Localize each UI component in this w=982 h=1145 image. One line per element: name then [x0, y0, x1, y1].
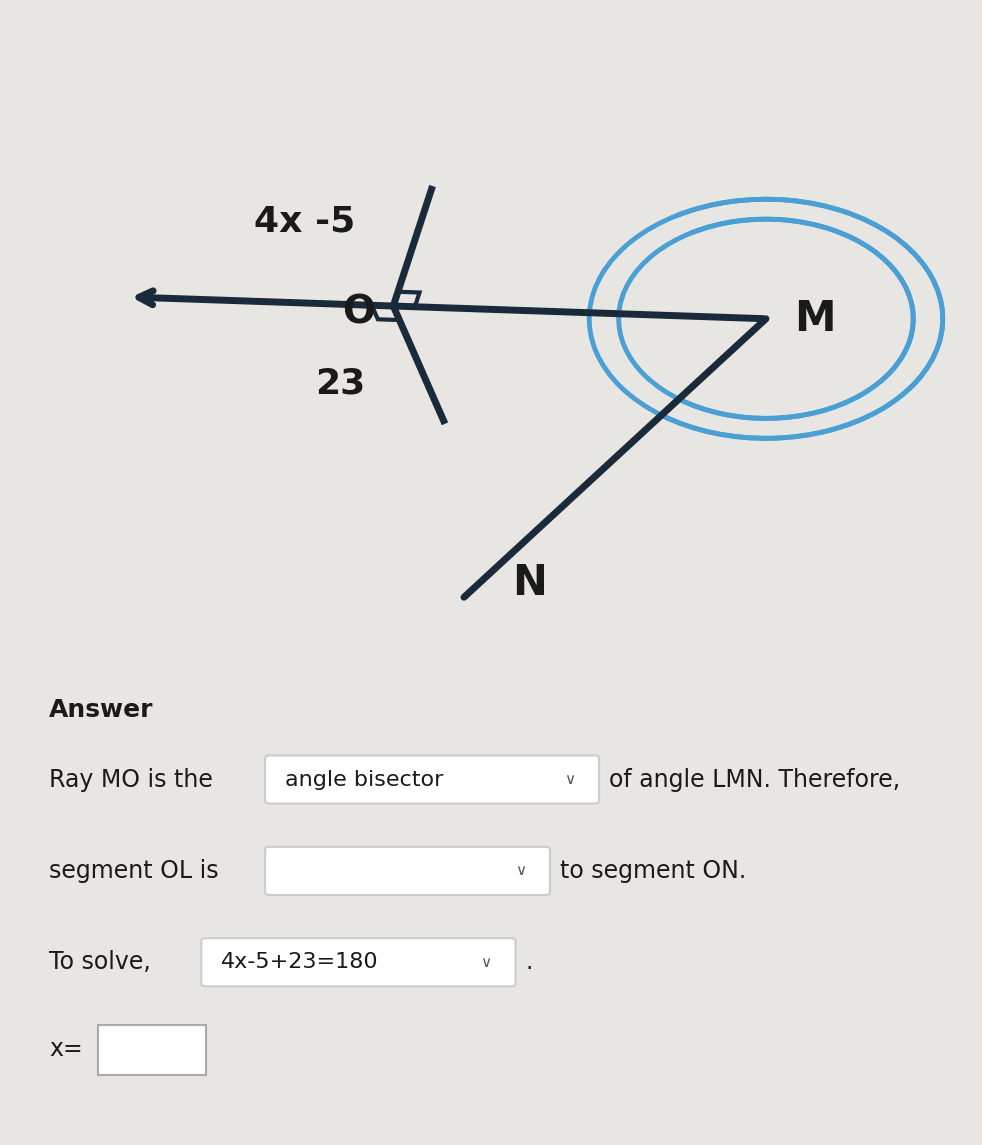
Text: .: .	[525, 950, 533, 974]
Text: of angle LMN. Therefore,: of angle LMN. Therefore,	[609, 767, 900, 791]
Text: M: M	[794, 298, 836, 340]
Text: ∨: ∨	[564, 772, 575, 787]
Text: x=: x=	[49, 1037, 82, 1060]
Text: 4x -5: 4x -5	[253, 204, 355, 238]
FancyBboxPatch shape	[265, 756, 599, 804]
Text: angle bisector: angle bisector	[285, 769, 443, 790]
Text: 23: 23	[315, 366, 365, 401]
FancyBboxPatch shape	[98, 1025, 206, 1075]
FancyBboxPatch shape	[201, 938, 516, 986]
Text: ∨: ∨	[480, 955, 492, 970]
Text: L: L	[489, 0, 516, 5]
Text: to segment ON.: to segment ON.	[560, 859, 746, 883]
Text: O: O	[343, 293, 375, 332]
FancyBboxPatch shape	[265, 847, 550, 895]
Text: 4x-5+23=180: 4x-5+23=180	[221, 953, 379, 972]
Text: To solve,: To solve,	[49, 950, 151, 974]
Text: ∨: ∨	[515, 863, 526, 878]
Text: N: N	[512, 562, 547, 605]
Text: segment OL is: segment OL is	[49, 859, 219, 883]
Text: Ray MO is the: Ray MO is the	[49, 767, 213, 791]
Text: Answer: Answer	[49, 697, 153, 721]
